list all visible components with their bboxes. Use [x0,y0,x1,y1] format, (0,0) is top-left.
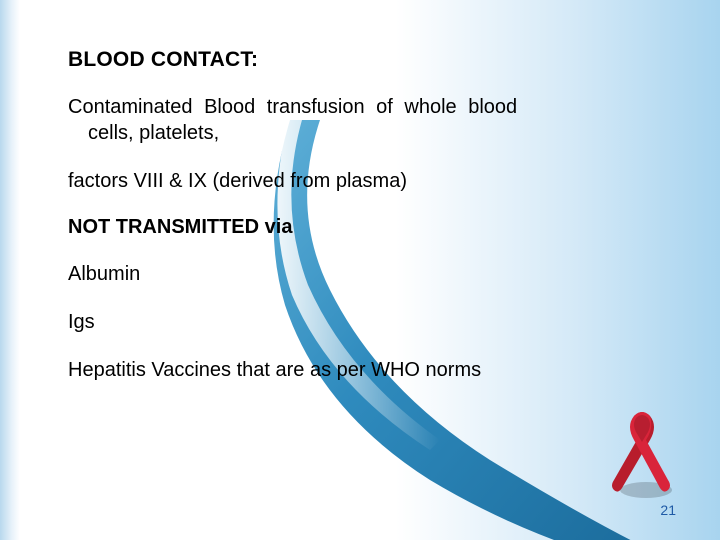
para1-line2: cells, platelets, [88,122,219,144]
left-gradient-strip [0,0,20,540]
heading-blood-contact: BLOOD CONTACT: [68,48,628,72]
item-hepatitis: Hepatitis Vaccines that are as per WHO n… [68,357,628,383]
paragraph-contaminated: Contaminated Blood transfusion of whole … [68,94,628,146]
item-albumin: Albumin [68,261,628,287]
item-igs: Igs [68,309,628,335]
ribbon-icon [606,410,676,500]
para1-line1: Contaminated Blood transfusion of whole … [68,96,517,118]
paragraph-factors: factors VIII & IX (derived from plasma) [68,168,628,194]
slide: BLOOD CONTACT: Contaminated Blood transf… [0,0,720,540]
content-area: BLOOD CONTACT: Contaminated Blood transf… [68,48,628,405]
subheading-not-transmitted: NOT TRANSMITTED via [68,216,628,239]
page-number: 21 [660,502,676,518]
